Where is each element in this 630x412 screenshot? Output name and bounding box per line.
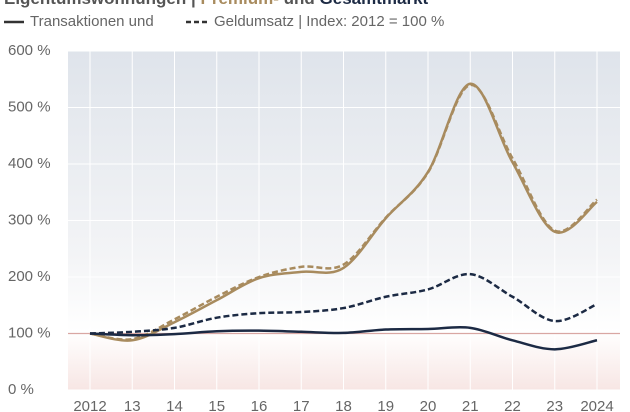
title-part: Eigentumswohnungen | [4, 0, 200, 8]
series-line [89, 83, 598, 341]
x-tick-label: 13 [124, 398, 141, 412]
x-tick-label: 2024 [580, 398, 613, 412]
x-tick-label: 15 [208, 398, 225, 412]
x-tick-label: 14 [166, 398, 183, 412]
title-part: Premium- [200, 0, 278, 8]
x-tick-label: 20 [420, 398, 437, 412]
chart-title: Eigentumswohnungen | Premium- und Gesamt… [4, 0, 429, 8]
series-line [89, 272, 598, 335]
legend-text: Transaktionen und [30, 13, 154, 30]
x-tick-label: 19 [377, 398, 394, 412]
y-tick-label: 500 % [8, 98, 51, 115]
title-part: und [279, 0, 320, 8]
y-tick-label: 200 % [8, 268, 51, 285]
x-tick-label: 2012 [73, 398, 106, 412]
y-tick-label: 400 % [8, 155, 51, 172]
title-part: Gesamtmarkt [320, 0, 429, 8]
x-tick-label: 18 [335, 398, 352, 412]
x-tick-label: 16 [251, 398, 268, 412]
x-tick-label: 17 [293, 398, 310, 412]
series-line [89, 82, 598, 342]
y-tick-label: 0 % [8, 381, 34, 398]
legend-text: Geldumsatz | Index: 2012 = 100 % [214, 13, 444, 30]
series-line [89, 325, 598, 351]
x-tick-label: 21 [462, 398, 479, 412]
y-tick-label: 300 % [8, 211, 51, 228]
x-tick-label: 22 [504, 398, 521, 412]
y-tick-label: 600 % [8, 42, 51, 59]
x-tick-label: 23 [546, 398, 563, 412]
y-tick-label: 100 % [8, 324, 51, 341]
